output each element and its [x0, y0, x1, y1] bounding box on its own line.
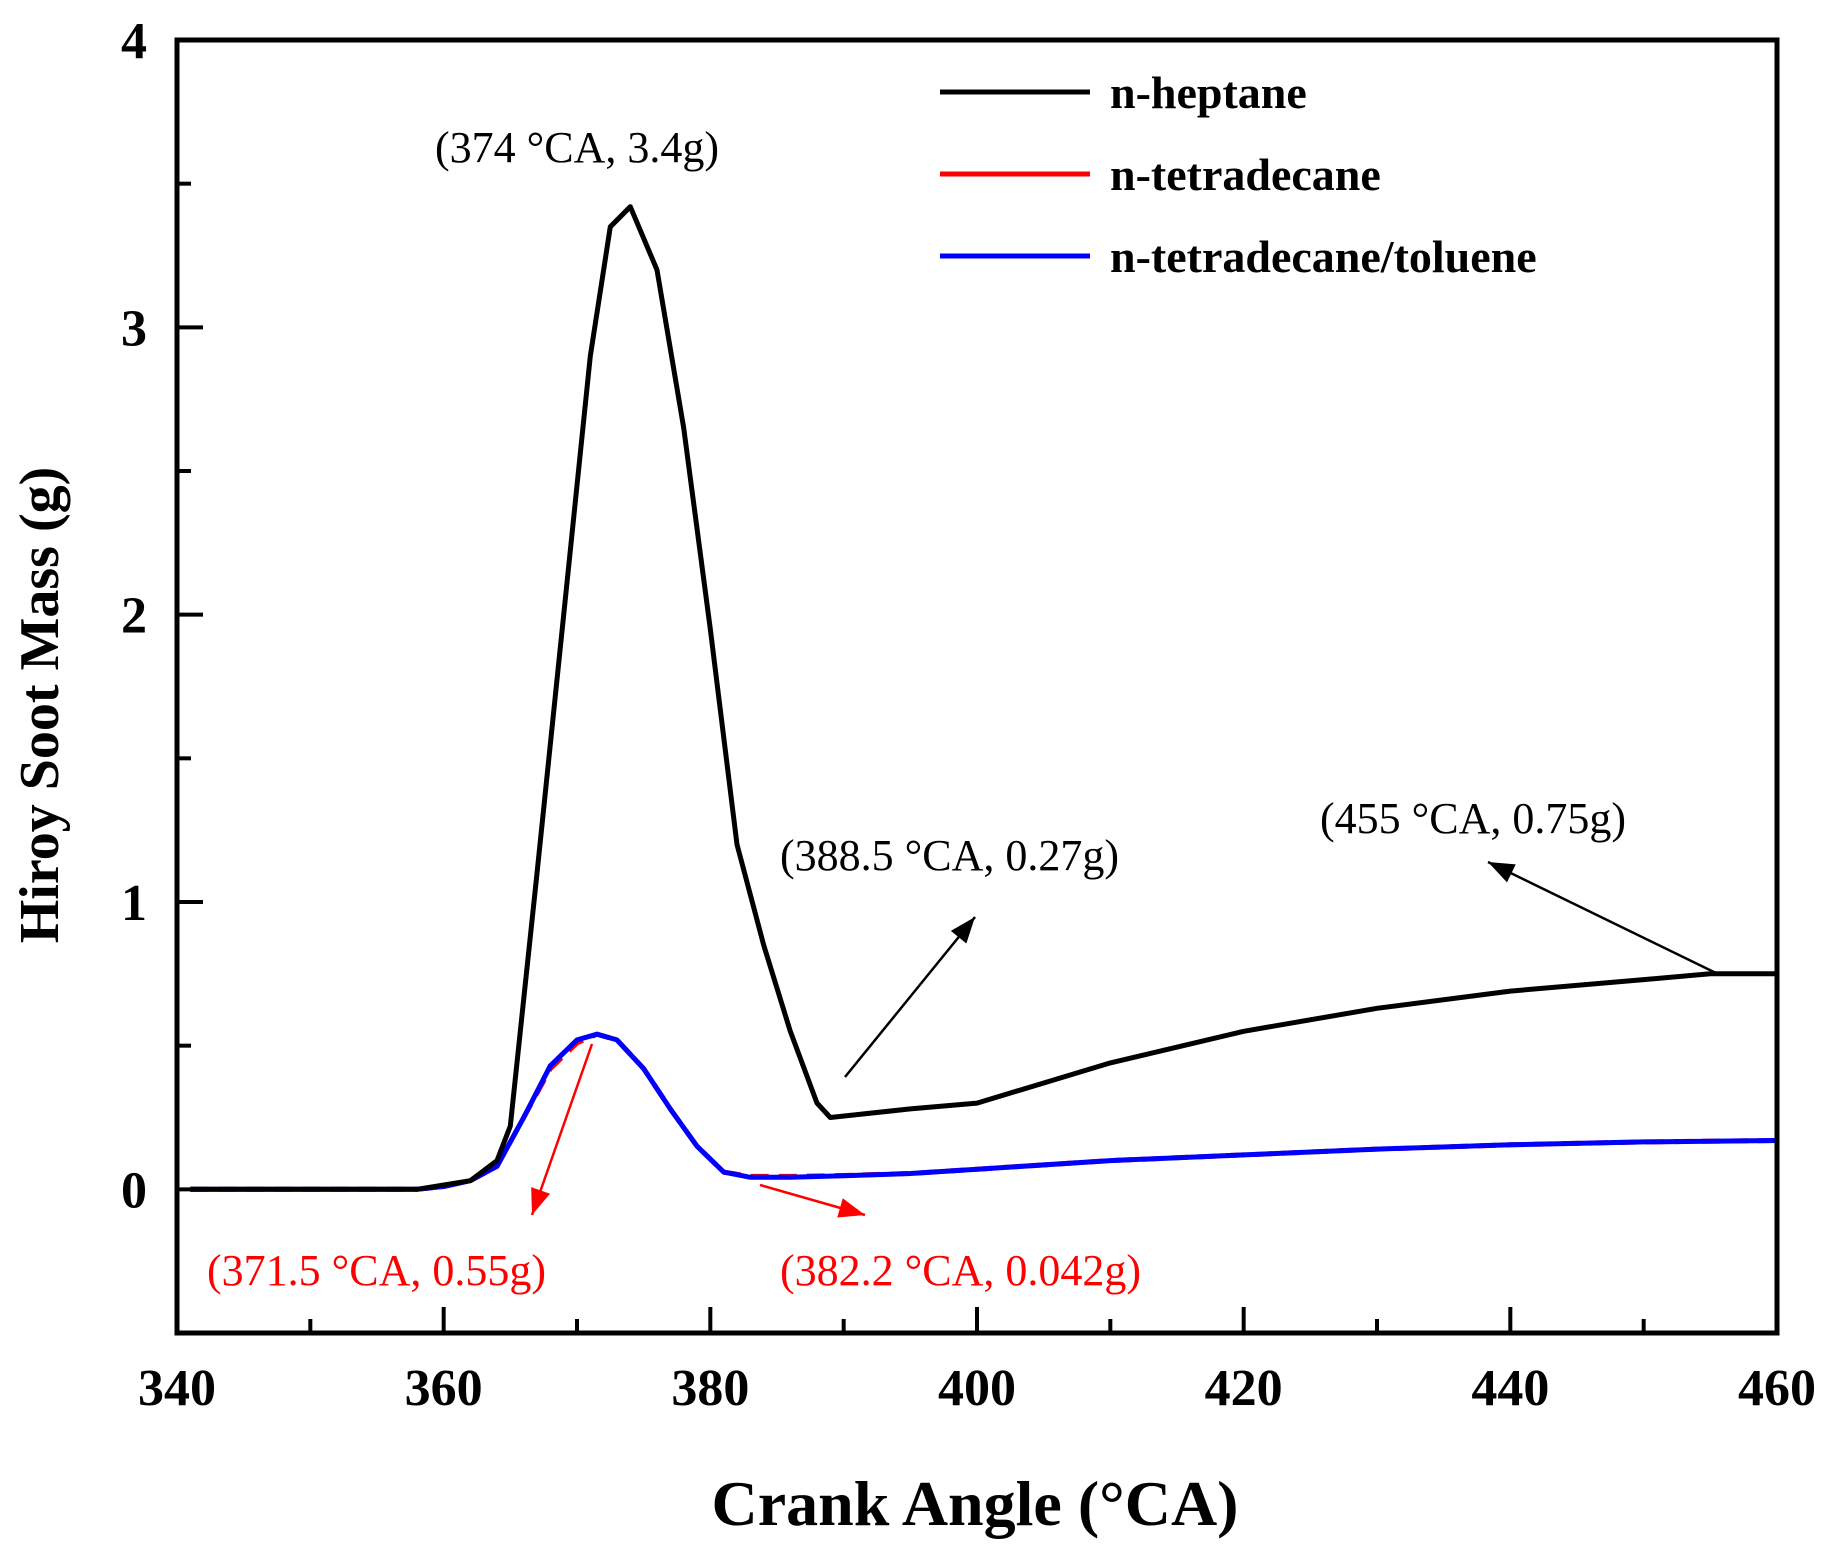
x-tick-label: 460 [1738, 1360, 1816, 1417]
x-tick-label: 400 [938, 1360, 1016, 1417]
annotation-arrows [530, 860, 1719, 1218]
annotation-peak-heptane: (374 °CA, 3.4g) [435, 123, 719, 172]
x-axis-title: Crank Angle (°CA) [712, 1468, 1239, 1539]
annotation-end-heptane: (455 °CA, 0.75g) [1320, 794, 1626, 843]
x-tick-label: 380 [671, 1360, 749, 1417]
y-tick-label: 3 [121, 300, 147, 357]
legend-label-n-tetradecane: n-tetradecane [1110, 149, 1381, 200]
x-tick-labels: 340 360 380 400 420 440 460 [138, 1360, 1816, 1417]
x-tick-label: 440 [1471, 1360, 1549, 1417]
series-layer [190, 204, 1778, 1192]
y-tick-label: 4 [121, 13, 147, 70]
legend: n-heptane n-tetradecane n-tetradecane/to… [940, 67, 1537, 282]
arrow-peak-tetradecane [530, 1043, 594, 1216]
series-line-n-heptane [190, 204, 1777, 1192]
x-tick-label: 340 [138, 1360, 216, 1417]
y-tick-label: 1 [121, 875, 147, 932]
legend-label-n-tetradecane-toluene: n-tetradecane/toluene [1110, 231, 1537, 282]
arrow-end-heptane [1487, 860, 1719, 976]
legend-label-n-heptane: n-heptane [1110, 67, 1307, 118]
y-axis-title: Hiroy Soot Mass (g) [9, 467, 71, 944]
y-tick-labels: 0 1 2 3 4 [121, 13, 147, 1219]
series-line-n-tetradecane-toluene [190, 1031, 1778, 1192]
annotation-min-tetradecane: (382.2 °CA, 0.042g) [780, 1246, 1141, 1295]
x-tick-label: 360 [405, 1360, 483, 1417]
arrow-min-tetradecane [759, 1183, 866, 1218]
plot-frame [174, 37, 1780, 1336]
annotation-min-heptane: (388.5 °CA, 0.27g) [780, 831, 1119, 880]
axis-ticks [175, 38, 1779, 1335]
annotation-peak-tetradecane: (371.5 °CA, 0.55g) [207, 1246, 546, 1295]
y-tick-label: 2 [121, 588, 147, 645]
y-tick-label: 0 [121, 1162, 147, 1219]
arrow-min-heptane [844, 916, 976, 1078]
series-line-n-tetradecane [190, 1031, 1778, 1192]
x-tick-label: 420 [1205, 1360, 1283, 1417]
